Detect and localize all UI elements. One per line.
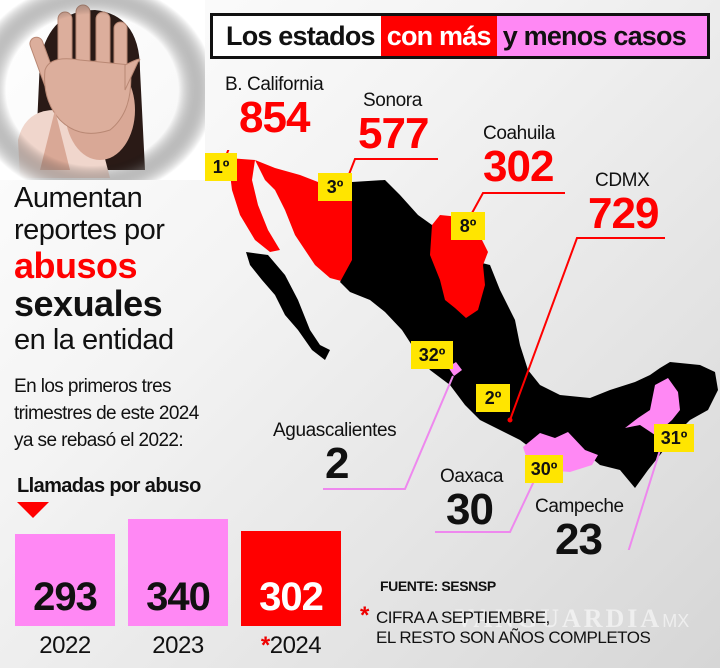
rank-badge-coahuila: 8º: [451, 212, 485, 240]
watermark-logo: VANGUARDIAMX: [455, 604, 690, 633]
intro-line-3: ya se rebasó el 2022:: [14, 430, 184, 451]
rank-badge-cdmx: 2º: [476, 384, 510, 412]
state-name: CDMX: [595, 170, 650, 191]
bar-2024: 302: [241, 531, 341, 626]
rank-badge-aguascalientes: 32º: [411, 341, 453, 369]
map-bcs: [246, 252, 330, 360]
state-label-sonora: Sonora 577: [358, 90, 429, 158]
headline-line-1: Aumentan: [14, 182, 143, 214]
headline-line-2: reportes por: [14, 214, 165, 246]
stop-hand-photo: [0, 0, 205, 180]
leader-ags: [323, 375, 454, 490]
calls-chart-title: Llamadas por abuso: [17, 475, 201, 497]
rank-badge-campeche: 31º: [654, 424, 694, 452]
infographic-header: Los estados con más y menos casos: [210, 13, 710, 59]
state-label-cdmx: CDMX 729: [588, 170, 659, 238]
state-name: Oaxaca: [440, 466, 504, 487]
state-name: Coahuila: [483, 123, 555, 144]
state-value: 729: [588, 189, 659, 238]
map-coahuila: [430, 215, 488, 318]
leader-campeche: [627, 449, 661, 550]
header-part-2-most: con más: [380, 16, 497, 56]
map-campeche: [625, 378, 680, 435]
state-value: 23: [555, 515, 603, 564]
bar-value: 340: [146, 575, 211, 619]
intro-text: En los primeros tres trimestres de este …: [14, 373, 234, 454]
intro-line-2: trimestres de este 2024: [14, 403, 199, 424]
state-value: 30: [446, 485, 494, 534]
header-part-3-least: y menos casos: [496, 16, 707, 56]
rank-badge-sonora: 3º: [318, 173, 352, 201]
rank-badge-bc: 1º: [205, 153, 237, 181]
bar-2022: 293: [15, 534, 115, 626]
bar-label-2022: 2022: [39, 632, 91, 659]
state-name: Aguascalientes: [273, 420, 397, 441]
state-value: 2: [325, 439, 349, 488]
state-label-coahuila: Coahuila 302: [483, 123, 555, 189]
asterisk-icon: *: [360, 602, 369, 629]
source-note: FUENTE: SESNSP: [380, 578, 496, 594]
state-label-aguascalientes: Aguascalientes 2: [273, 420, 397, 488]
headline-line-3: abusos: [14, 245, 138, 286]
state-name: Campeche: [535, 496, 624, 517]
headline-line-5: en la entidad: [14, 324, 174, 356]
footnote: * CIFRA A SEPTIEMBRE, EL RESTO SON AÑOS …: [360, 602, 651, 648]
footnote-line-2: EL RESTO SON AÑOS COMPLETOS: [376, 628, 651, 647]
headline: Aumentan reportes por abusos sexuales en…: [14, 184, 214, 358]
footnote-line-1: CIFRA A SEPTIEMBRE,: [376, 608, 550, 627]
state-label-bc: B. California 854: [225, 74, 324, 142]
bar-value: 302: [259, 575, 324, 619]
state-name: B. California: [225, 74, 324, 95]
state-name: Sonora: [363, 90, 422, 111]
leader-bc: [225, 150, 230, 157]
header-part-1: Los estados: [213, 16, 381, 56]
state-value: 302: [483, 142, 554, 191]
down-arrow-icon: [17, 502, 49, 518]
leader-cdmx: [509, 237, 665, 421]
bar-label-2024: *2024: [260, 632, 322, 659]
asterisk-icon: *: [260, 632, 270, 659]
headline-line-4: sexuales: [14, 283, 163, 324]
rank-badge-oaxaca: 30º: [525, 455, 563, 483]
leader-sonora: [345, 158, 438, 183]
bar-value: 293: [33, 575, 98, 619]
map-baja-california: [228, 158, 280, 252]
intro-line-1: En los primeros tres: [14, 376, 172, 397]
state-label-oaxaca: Oaxaca 30: [440, 466, 503, 532]
leader-coahuila: [471, 192, 565, 214]
leader-oaxaca: [435, 478, 536, 533]
state-label-campeche: Campeche 23: [535, 496, 624, 562]
bar-2023: 340: [128, 519, 228, 626]
state-value: 854: [239, 93, 310, 142]
bar-label-2023: 2023: [152, 632, 204, 659]
state-value: 577: [358, 109, 429, 158]
